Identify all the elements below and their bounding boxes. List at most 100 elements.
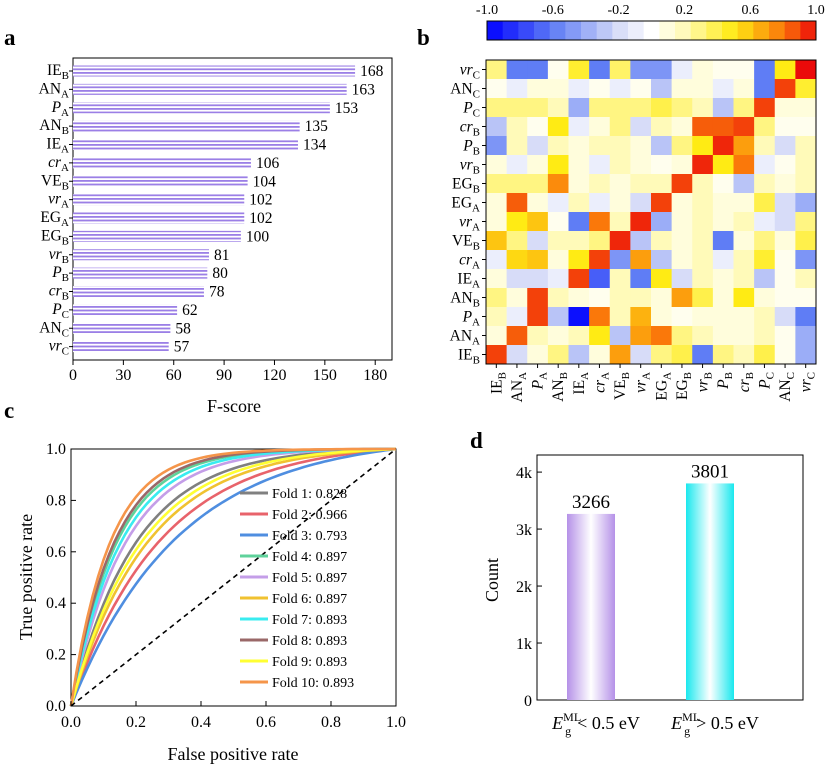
panel-b-cell-AN_A-vr_A [630,326,652,346]
panel-b-cell-VE_B-VE_B [609,231,631,251]
panel-a-bar-vr_C [73,341,169,353]
panel-b-cell-IE_B-IE_B [486,345,508,365]
panel-b-cell-VE_B-EG_B [671,231,693,251]
panel-b-cell-vr_A-IE_B [486,212,508,232]
panel-b-cell-AN_B-P_A [527,288,549,308]
panel-b-cell-vr_C-IE_B [486,60,508,80]
panel-b-cell-vr_B-AN_C [774,155,796,175]
panel-a-value-vr_B: 81 [214,247,230,264]
panel-b-row-label-cr_A: crA [459,252,480,272]
panel-b-cell-vr_B-AN_B [547,155,569,175]
panel-b-cell-EG_A-IE_B [486,193,508,213]
panel-b-cell-P_B-cr_A [589,136,611,156]
panel-b-col-label-VE_B: VEB [612,372,632,400]
panel-b-cell-vr_A-vr_C [795,212,817,232]
panel-c-xtick-label: 0.8 [321,714,341,731]
panel-b-cell-EG_A-EG_B [671,193,693,213]
panel-b-cell-AN_C-P_A [527,79,549,99]
panel-b-cell-P_A-P_A [527,307,549,327]
panel-a-xtick-label: 30 [115,367,131,384]
panel-b-cell-IE_A-P_A [527,269,549,289]
panel-b-cell-vr_A-AN_C [774,212,796,232]
panel-a-value-AN_A: 163 [352,81,376,98]
panel-b-cell-vr_A-P_C [754,212,776,232]
panel-b-cell-cr_A-vr_C [795,250,817,270]
panel-b-cell-P_C-cr_B [733,98,755,118]
panel-c-legend-label-1: Fold 1: 0.828 [272,487,347,502]
panel-b-cell-AN_B-vr_C [795,288,817,308]
panel-b-cell-IE_A-IE_B [486,269,508,289]
panel-b-colorbar-segment [784,21,801,40]
panel-a-value-P_C: 62 [182,302,198,319]
panel-b-cell-cr_B-AN_A [506,117,528,137]
panel-c-xtick-label: 0.6 [256,714,276,731]
panel-b-row-label-IE_A: IEA [457,271,480,291]
panel-a-bar-P_C [73,304,178,316]
panel-b-cell-IE_A-P_C [754,269,776,289]
panel-b-cell-P_A-IE_A [568,307,590,327]
panel-b-col-label-EG_B: EGB [674,372,694,400]
panel-b-cell-P_C-P_B [712,98,734,118]
panel-b-row-label-AN_B: ANB [450,290,480,310]
panel-b-cell-AN_B-AN_B [547,288,569,308]
panel-b-col-label-AN_C: ANC [777,372,797,402]
panel-b-cell-cr_B-IE_B [486,117,508,137]
panel-b-col-label-AN_A: ANA [509,372,529,402]
panel-d-ytick-label: 2k [516,579,532,596]
panel-b-cell-P_C-VE_B [609,98,631,118]
panel-c-curve-fold-2 [69,447,397,707]
panel-b-cell-vr_C-EG_A [651,60,673,80]
panel-b-correlation-heatmap: vrCANCPCcrBPBvrBEGBEGAvrAVEBcrAIEAANBPAA… [450,3,825,402]
panel-b-cell-EG_A-vr_B [692,193,714,213]
panel-b-cell-VE_B-vr_C [795,231,817,251]
panel-b-cell-AN_A-IE_B [486,326,508,346]
panel-a-value-VE_B: 104 [253,173,277,190]
panel-label-b: b [417,25,430,50]
panel-b-cell-cr_B-cr_B [733,117,755,137]
panel-b-cell-AN_A-cr_B [733,326,755,346]
panel-b-cell-EG_B-EG_A [651,174,673,194]
panel-b-cell-AN_A-P_B [712,326,734,346]
panel-b-cell-P_B-P_B [712,136,734,156]
panel-b-cell-AN_A-P_C [754,326,776,346]
panel-b-cell-IE_B-P_C [754,345,776,365]
panel-b-cell-vr_B-vr_B [692,155,714,175]
panel-b-cell-P_A-EG_B [671,307,693,327]
panel-a-xtick-label: 0 [69,367,77,384]
panel-a-bar-AN_A [73,83,347,95]
panel-b-cell-P_C-AN_B [547,98,569,118]
panel-b-cell-vr_A-vr_A [630,212,652,232]
panel-b-cell-vr_B-IE_A [568,155,590,175]
panel-b-cell-vr_B-AN_A [506,155,528,175]
panel-b-cell-P_B-AN_C [774,136,796,156]
panel-b-cell-cr_A-AN_C [774,250,796,270]
panel-b-colorbar-segment [722,21,739,40]
panel-b-colorbar-segment [706,21,723,40]
panel-b-cell-IE_A-AN_C [774,269,796,289]
panel-b-cell-IE_B-AN_B [547,345,569,365]
panel-a-value-AN_B: 135 [305,118,329,135]
panel-b-cell-P_C-AN_A [506,98,528,118]
panel-a-category-EG_A: EGA [40,209,69,229]
panel-c-ylabel: True positive rate [16,514,36,640]
panel-b-cell-AN_C-IE_A [568,79,590,99]
panel-b-cell-cr_A-vr_A [630,250,652,270]
panel-b-cell-cr_A-P_B [712,250,734,270]
panel-a-value-cr_B: 78 [209,284,225,301]
panel-b-cell-vr_A-vr_B [692,212,714,232]
panel-b-cell-cr_A-AN_B [547,250,569,270]
panel-b-cell-AN_B-cr_A [589,288,611,308]
panel-a-bar-AN_C [73,322,171,334]
panel-b-cell-IE_B-EG_B [671,345,693,365]
panel-a-value-P_A: 153 [335,100,359,117]
panel-b-colorbar-tick-label: 1.0 [807,3,825,18]
panel-a-category-AN_B: ANB [39,117,69,137]
panel-b-cell-AN_C-P_C [754,79,776,99]
panel-b-colorbar-frame [486,20,817,41]
panel-b-cell-vr_A-P_A [527,212,549,232]
panel-a-bar-cr_B [73,286,204,297]
panel-b-cell-P_A-AN_C [774,307,796,327]
panel-b-cell-P_B-vr_C [795,136,817,156]
panel-b-frame [485,59,817,365]
panel-c-legend-label-5: Fold 5: 0.897 [272,571,347,586]
